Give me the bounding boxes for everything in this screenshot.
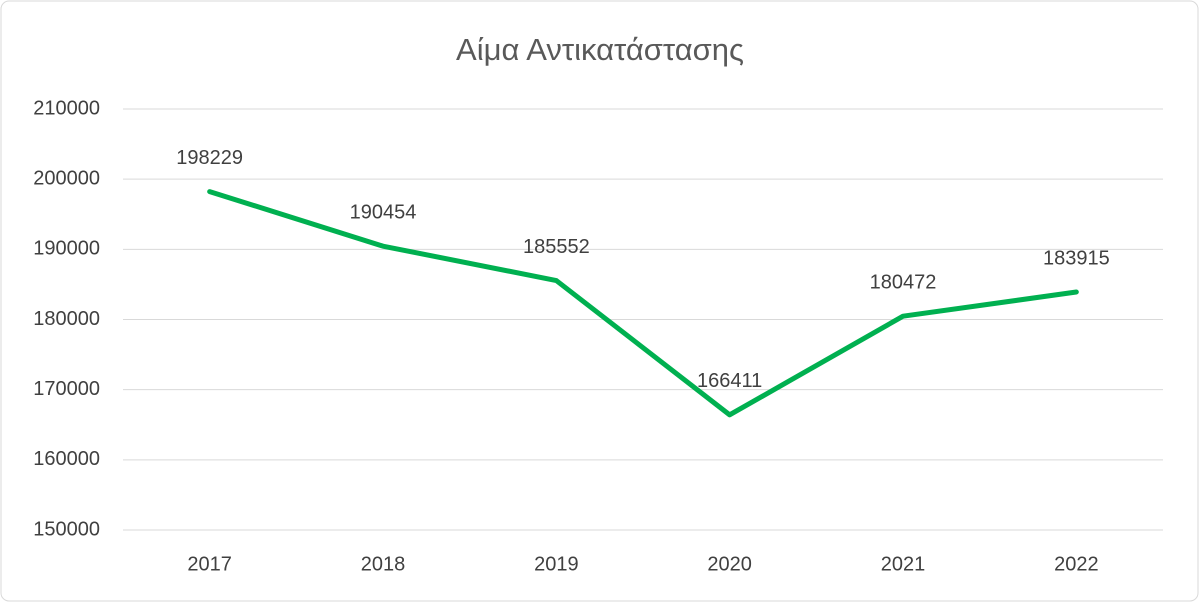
- y-tick-label: 190000: [33, 238, 100, 260]
- data-label: 183915: [1043, 247, 1110, 269]
- x-tick-label: 2019: [534, 553, 579, 575]
- data-label: 185552: [523, 236, 590, 258]
- y-tick-label: 180000: [33, 308, 100, 330]
- data-line: [207, 189, 1079, 418]
- y-tick-label: 160000: [33, 448, 100, 470]
- data-label: 190454: [350, 201, 417, 223]
- data-label: 180472: [870, 271, 937, 293]
- x-tick-label: 2020: [707, 553, 752, 575]
- data-label: 166411: [697, 370, 762, 392]
- x-tick-label: 2021: [881, 553, 926, 575]
- chart-title: Αίμα Αντικατάστασης: [456, 32, 744, 67]
- y-tick-label: 200000: [33, 167, 100, 189]
- x-tick-label: 2017: [187, 553, 232, 575]
- x-tick-label: 2018: [361, 553, 406, 575]
- y-tick-label: 150000: [33, 518, 100, 540]
- y-tick-label: 170000: [33, 378, 100, 400]
- y-tick-label: 210000: [33, 97, 100, 119]
- x-tick-label: 2022: [1054, 553, 1099, 575]
- data-label: 198229: [176, 147, 243, 169]
